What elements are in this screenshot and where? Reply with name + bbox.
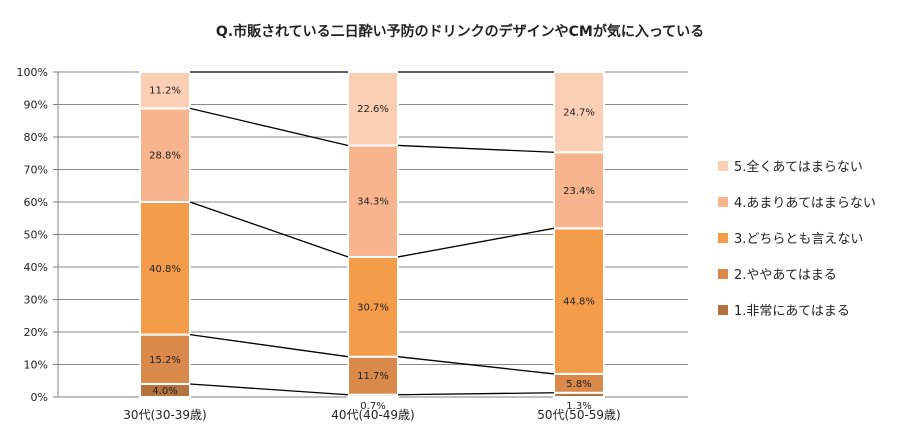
data-label: 11.2% xyxy=(149,86,181,97)
data-label: 34.3% xyxy=(357,197,389,208)
legend-swatch xyxy=(718,197,728,207)
legend: 5.全くあてはまらない 4.あまりあてはまらない 3.どちらとも言えない 2.ややあて… xyxy=(718,159,876,319)
data-label: 15.2% xyxy=(149,355,181,366)
bars xyxy=(139,71,605,399)
legend-swatch xyxy=(718,161,728,171)
bar-segment xyxy=(347,255,399,358)
bar-segment xyxy=(553,227,605,375)
connector-line xyxy=(397,144,555,153)
data-label: 44.8% xyxy=(563,297,595,308)
y-tick-label: 0% xyxy=(31,391,48,404)
x-category-label: 50代(50-59歳) xyxy=(537,408,621,422)
x-category-label: 40代(40-49歳) xyxy=(331,408,415,422)
y-tick-label: 90% xyxy=(24,99,48,112)
connector-line xyxy=(189,107,349,147)
y-tick-label: 70% xyxy=(24,164,48,177)
data-label: 24.7% xyxy=(563,108,595,119)
bar-segment xyxy=(553,71,605,154)
bar-segment xyxy=(139,107,191,203)
legend-label: 2.ややあてはまる xyxy=(734,268,837,283)
connector-line xyxy=(189,333,349,358)
x-category-label: 30代(30-39歳) xyxy=(123,408,207,422)
x-axis-categories: 30代(30-39歳) 40代(40-49歳) 50代(50-59歳) xyxy=(123,408,621,422)
bar-segment xyxy=(347,71,399,147)
data-label: 4.0% xyxy=(152,386,177,397)
connector-line xyxy=(397,392,555,396)
connector-line xyxy=(189,383,349,396)
y-tick-label: 20% xyxy=(24,326,48,339)
y-tick-label: 40% xyxy=(24,261,48,274)
y-tick-label: 30% xyxy=(24,294,48,307)
legend-label: 3.どちらとも言えない xyxy=(734,232,863,247)
legend-label: 4.あまりあてはまらない xyxy=(734,196,876,211)
data-label: 1.3% xyxy=(566,401,591,412)
data-labels: 4.0% 15.2% 40.8% 28.8% 11.2% 0.7% 11.7% 30.7% 34… xyxy=(149,86,595,412)
connector-line xyxy=(397,227,555,258)
y-tick-label: 60% xyxy=(24,196,48,209)
series-connector-lines xyxy=(189,71,555,396)
y-tick-label: 10% xyxy=(24,359,48,372)
data-label: 0.7% xyxy=(360,401,385,412)
legend-label: 5.全くあてはまらない xyxy=(734,159,863,175)
data-label: 30.7% xyxy=(357,302,389,313)
bar-segment xyxy=(553,151,605,230)
data-label: 40.8% xyxy=(149,264,181,275)
legend-swatch xyxy=(718,305,728,315)
bar-segment xyxy=(139,333,191,386)
y-axis-ticks: 0% 10% 20% 30% 40% 50% 60% 70% 80% 90% 100% xyxy=(17,66,48,404)
data-label: 11.7% xyxy=(357,371,389,382)
data-label: 23.4% xyxy=(563,186,595,197)
y-tick-label: 100% xyxy=(17,66,48,79)
data-label: 5.8% xyxy=(566,379,591,390)
connector-line xyxy=(397,356,555,375)
bar-segment xyxy=(139,71,191,110)
bar-segment xyxy=(347,355,399,396)
chart-title: Q.市販されている二日酔い予防のドリンクのデザインやCMが気に入っている xyxy=(216,23,704,40)
data-label: 28.8% xyxy=(149,151,181,162)
data-label: 22.6% xyxy=(357,104,389,115)
y-tick-label: 80% xyxy=(24,131,48,144)
y-tick-label: 50% xyxy=(24,229,48,242)
legend-swatch xyxy=(718,269,728,279)
legend-label: 1.非常にあてはまる xyxy=(734,304,850,319)
legend-swatch xyxy=(718,233,728,243)
connector-line xyxy=(189,201,349,258)
bar-segment xyxy=(139,201,191,336)
